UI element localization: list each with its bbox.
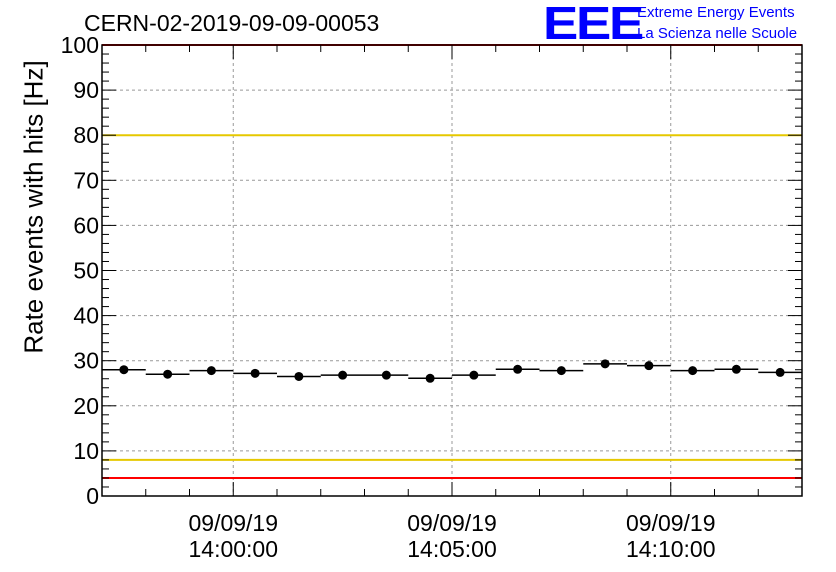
data-series: [102, 359, 802, 383]
logo-line-1: Extreme Energy Events: [637, 4, 795, 21]
y-tick-label: 10: [73, 438, 99, 464]
data-point: [513, 364, 523, 374]
run-title: CERN-02-2019-09-09-00053: [84, 10, 380, 36]
y-tick-label: 50: [73, 258, 99, 284]
data-point: [775, 367, 785, 377]
x-tick-label-date: 09/09/19: [626, 510, 716, 536]
y-tick-label: 60: [73, 212, 99, 238]
data-point: [206, 366, 216, 376]
y-tick-label: 0: [86, 483, 99, 509]
data-point: [556, 366, 566, 376]
x-tick-label-date: 09/09/19: [188, 510, 278, 536]
tick-labels: 010203040506070809010009/09/1914:00:0009…: [61, 32, 716, 562]
data-point: [119, 365, 129, 375]
eee-logo: EEE: [543, 0, 644, 49]
data-point: [600, 359, 610, 369]
data-point: [294, 371, 304, 381]
data-point: [381, 370, 391, 380]
x-tick-label-time: 14:10:00: [626, 536, 716, 562]
axis-ticks: [101, 44, 803, 497]
y-tick-label: 80: [73, 122, 99, 148]
data-point: [469, 370, 479, 380]
data-point: [688, 366, 698, 376]
y-tick-label: 90: [73, 77, 99, 103]
data-point: [644, 361, 654, 371]
data-point: [250, 368, 260, 378]
y-tick-label: 70: [73, 167, 99, 193]
y-tick-label: 40: [73, 303, 99, 329]
y-tick-label: 20: [73, 393, 99, 419]
x-tick-label-date: 09/09/19: [407, 510, 497, 536]
y-tick-label: 30: [73, 348, 99, 374]
data-point: [731, 364, 741, 374]
y-tick-label: 100: [61, 32, 99, 58]
data-point: [163, 369, 173, 379]
y-axis-title: Rate events with hits [Hz]: [18, 60, 49, 354]
data-point: [425, 373, 435, 383]
x-tick-label-time: 14:00:00: [188, 536, 278, 562]
x-tick-label-time: 14:05:00: [407, 536, 497, 562]
logo-line-2: La Scienza nelle Scuole: [637, 25, 798, 42]
data-point: [338, 370, 348, 380]
grid-lines: [102, 45, 802, 496]
